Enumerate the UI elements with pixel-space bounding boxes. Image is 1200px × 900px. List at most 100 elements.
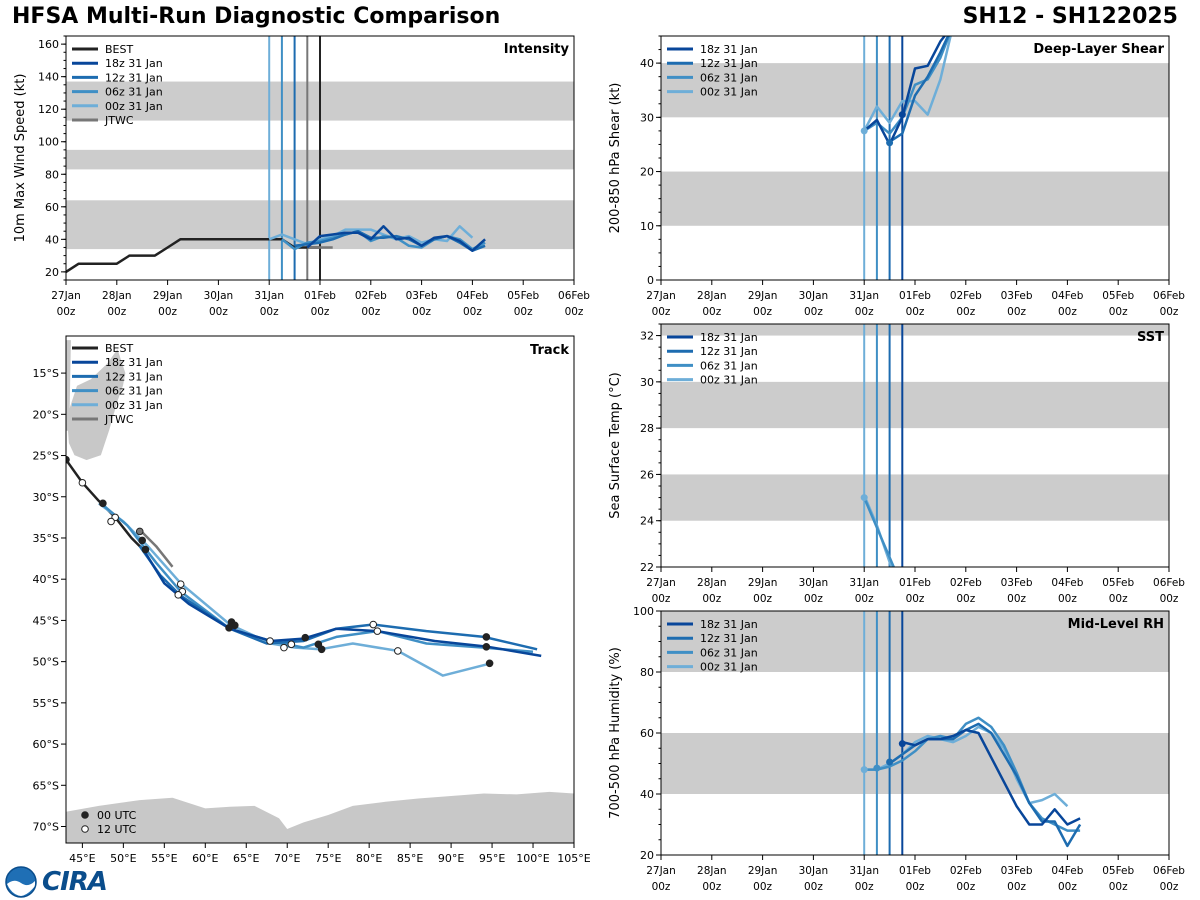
shear-xtick-hour: 00z [1007, 306, 1026, 318]
rh-xtick-date: 29Jan [748, 865, 778, 877]
track-point-14 [266, 637, 274, 645]
shear-panel-title: Deep-Layer Shear [1033, 42, 1164, 57]
intensity-ytick-label: 140 [38, 71, 59, 84]
shear-legend-label: 18z 31 Jan [700, 43, 758, 56]
track-point-15 [280, 643, 288, 652]
sst-xtick-hour: 00z [855, 593, 874, 605]
shear-xtick-date: 31Jan [849, 290, 879, 302]
rh-marker-2 [886, 758, 894, 766]
shear-marker-1 [886, 139, 894, 147]
track-xtick-label: 100°E [516, 852, 549, 865]
cira-logo: CIRA [4, 866, 108, 898]
sst-xtick-date: 29Jan [748, 577, 778, 589]
intensity-series-best [66, 238, 320, 273]
sst-ytick-label: 32 [640, 330, 654, 343]
intensity-ytick-label: 100 [38, 136, 59, 149]
track-ytick-label: 40°S [33, 573, 59, 586]
intensity-legend-label: 18z 31 Jan [105, 57, 163, 70]
track-point-5 [135, 527, 144, 536]
rh-xtick-date: 06Feb [1153, 865, 1185, 877]
shear-xtick-hour: 00z [652, 306, 671, 318]
sst-band-1 [661, 381, 1169, 429]
track-ytick-label: 45°S [33, 614, 59, 627]
track-series-jtwc [138, 528, 174, 568]
shear-legend-label: 00z 31 Jan [700, 86, 758, 99]
sst-series-run06 [863, 497, 896, 567]
rh-marker-3 [898, 740, 906, 748]
track-xtick-label: 105°E [557, 852, 590, 865]
track-point-10 [174, 591, 183, 599]
track-legend-label: JTWC [104, 413, 134, 426]
sst-legend-label: 00z 31 Jan [700, 374, 758, 387]
rh-xtick-hour: 00z [1058, 881, 1077, 893]
track-xtick-label: 55°E [151, 852, 177, 865]
track-point-2 [99, 499, 107, 508]
intensity-legend-label: 00z 31 Jan [105, 100, 163, 113]
rh-panel-title: Mid-Level RH [1068, 617, 1164, 632]
rh-marker-1 [873, 764, 881, 772]
rh-band-1 [661, 611, 1169, 672]
shear-xtick-hour: 00z [906, 306, 925, 318]
sst-ytick-label: 28 [640, 422, 654, 435]
rh-legend-label: 18z 31 Jan [700, 618, 758, 631]
rh-xtick-date: 04Feb [1051, 865, 1083, 877]
shear-xtick-date: 30Jan [799, 290, 829, 302]
track-ytick-label: 20°S [33, 408, 59, 421]
sst-marker-0 [860, 494, 868, 502]
shear-series-run18 [863, 36, 947, 146]
intensity-ytick-label: 40 [45, 233, 59, 246]
track-xtick-label: 70°E [274, 852, 300, 865]
track-point-8 [176, 580, 185, 588]
intensity-xtick-hour: 00z [107, 306, 126, 318]
track-legend-label: 18z 31 Jan [105, 356, 163, 369]
rh-ytick-label: 100 [633, 605, 654, 618]
rh-xtick-hour: 00z [1160, 881, 1179, 893]
panel-intensity: 20 40 60 80 100 120 140 160 27Jan 00z 28Jan 00z 29Ja… [13, 35, 590, 318]
intensity-xtick-date: 29Jan [153, 290, 183, 302]
panel-sst: 22 24 26 28 30 32 27Jan 00z 28Jan 00z 29Jan 00z 30Ja… [608, 323, 1185, 605]
sst-legend-label: 18z 31 Jan [700, 331, 758, 344]
track-legend-label: 06z 31 Jan [105, 385, 163, 398]
sst-ytick-label: 26 [640, 468, 654, 481]
track-ytick-label: 70°S [33, 821, 59, 834]
intensity-xtick-hour: 00z [463, 306, 482, 318]
track-point-24 [482, 642, 491, 651]
shear-plot-area [661, 36, 1169, 280]
sst-legend-label: 12z 31 Jan [700, 345, 758, 358]
shear-ytick-label: 20 [640, 166, 654, 179]
rh-xtick-date: 31Jan [849, 865, 879, 877]
shear-ytick-label: 40 [640, 57, 654, 70]
track-point-25 [485, 659, 494, 668]
shear-xtick-date: 01Feb [899, 290, 931, 302]
track-series-run00 [98, 502, 489, 677]
shear-ytick-label: 0 [647, 274, 654, 287]
sst-xtick-date: 02Feb [950, 577, 982, 589]
intensity-xtick-date: 03Feb [406, 290, 438, 302]
shear-xtick-hour: 00z [855, 306, 874, 318]
track-xtick-label: 80°E [356, 852, 382, 865]
track-point-6 [138, 536, 146, 545]
intensity-xtick-date: 05Feb [507, 290, 539, 302]
track-marker-legend-label: 00 UTC [97, 809, 137, 822]
rh-xtick-hour: 00z [1109, 881, 1128, 893]
shear-band-0 [661, 171, 1169, 226]
intensity-xtick-hour: 00z [412, 306, 431, 318]
shear-xtick-date: 28Jan [697, 290, 727, 302]
sst-ylabel: Sea Surface Temp (°C) [608, 372, 623, 519]
figure-title: HFSA Multi-Run Diagnostic Comparison [12, 4, 501, 29]
sst-ytick-label: 22 [640, 561, 654, 574]
track-ytick-label: 15°S [33, 367, 59, 380]
intensity-xtick-date: 02Feb [355, 290, 387, 302]
intensity-xtick-hour: 00z [311, 306, 330, 318]
sst-legend-label: 06z 31 Jan [700, 359, 758, 372]
track-marker-legend-filled [81, 811, 89, 819]
intensity-series-run18 [306, 225, 486, 252]
antarctica-landmass [66, 791, 574, 843]
track-point-4 [107, 517, 115, 526]
shear-xtick-hour: 00z [1160, 306, 1179, 318]
storm-id: SH12 - SH122025 [962, 4, 1178, 29]
track-point-1 [78, 478, 87, 487]
rh-legend-label: 06z 31 Jan [700, 646, 758, 659]
shear-marker-0 [860, 127, 868, 135]
panel-rh: 20 40 60 80 100 27Jan 00z 28Jan 00z 29Jan 00z 30Jan… [608, 605, 1185, 893]
